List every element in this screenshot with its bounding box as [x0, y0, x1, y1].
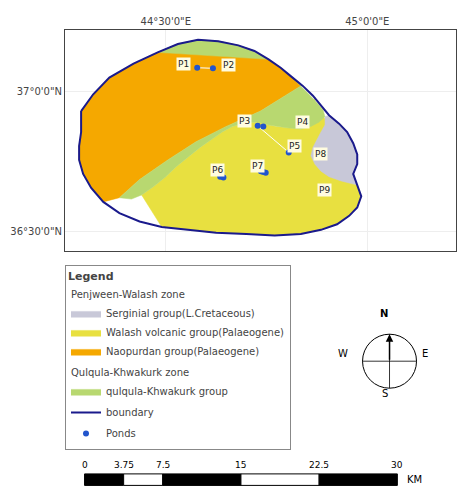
- svg-text:P3: P3: [239, 116, 250, 126]
- svg-text:15: 15: [235, 460, 246, 470]
- svg-text:45°0'0"E: 45°0'0"E: [345, 16, 389, 27]
- svg-text:W: W: [338, 348, 348, 359]
- svg-text:3.75: 3.75: [114, 460, 134, 470]
- svg-text:7.5: 7.5: [156, 460, 170, 470]
- svg-text:0: 0: [82, 460, 88, 470]
- svg-text:P5: P5: [289, 141, 300, 151]
- svg-text:S: S: [382, 388, 388, 399]
- svg-text:P7: P7: [252, 161, 263, 171]
- svg-text:P9: P9: [319, 185, 330, 195]
- svg-text:Qulqula-Khwakurk zone: Qulqula-Khwakurk zone: [71, 367, 189, 378]
- svg-text:Penjween-Walash zone: Penjween-Walash zone: [71, 289, 185, 300]
- svg-text:qulqula-Khwakurk group: qulqula-Khwakurk group: [106, 386, 228, 397]
- svg-text:boundary: boundary: [106, 407, 154, 418]
- svg-text:Legend: Legend: [68, 270, 114, 283]
- svg-text:P1: P1: [178, 59, 189, 69]
- svg-text:30: 30: [391, 460, 403, 470]
- svg-text:Ponds: Ponds: [106, 428, 136, 439]
- svg-text:N: N: [380, 308, 388, 319]
- svg-text:36°30'0"N: 36°30'0"N: [10, 226, 62, 237]
- svg-text:KM: KM: [407, 474, 422, 485]
- svg-text:22.5: 22.5: [309, 460, 329, 470]
- svg-text:P8: P8: [315, 149, 326, 159]
- svg-text:44°30'0"E: 44°30'0"E: [141, 16, 191, 27]
- svg-text:E: E: [422, 348, 428, 359]
- svg-text:37°0'0"N: 37°0'0"N: [17, 86, 62, 97]
- svg-text:P6: P6: [212, 165, 223, 175]
- svg-text:Walash volcanic group(Palaeoge: Walash volcanic group(Palaeogene): [106, 327, 284, 338]
- svg-text:P4: P4: [297, 117, 308, 127]
- svg-text:Naopurdan group(Palaeogene): Naopurdan group(Palaeogene): [106, 346, 259, 357]
- svg-text:P2: P2: [223, 60, 234, 70]
- svg-text:Serginial group(L.Cretaceous): Serginial group(L.Cretaceous): [106, 308, 255, 319]
